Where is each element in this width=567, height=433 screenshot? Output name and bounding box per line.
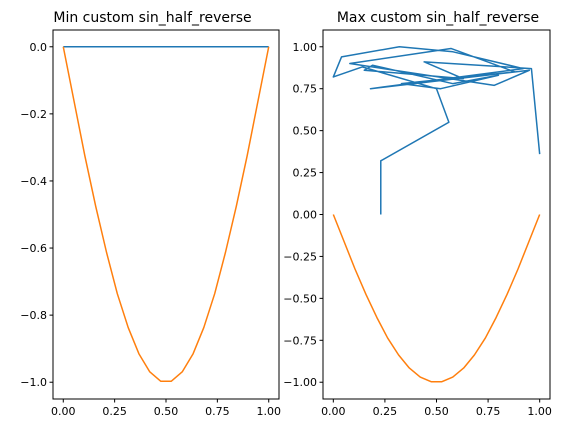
x-tick-label: 0.00 [321, 405, 346, 418]
y-tick-label: 0.25 [293, 167, 318, 180]
axes-frame [52, 29, 280, 400]
tick-layer: 0.00 0.25 0.50 0.75 1.00 0.0 −0.2 −0.4 −0.6 −0.8 −… [20, 41, 281, 418]
y-tick-label: 0.75 [293, 83, 318, 96]
x-tick-label: 0.25 [102, 405, 127, 418]
x-tick-label: 1.00 [527, 405, 552, 418]
series-line-2 [62, 46, 270, 382]
y-tick-label: 0.50 [293, 125, 318, 138]
plot-area [62, 46, 270, 382]
x-tick-label: 0.75 [205, 405, 230, 418]
plot-area [332, 46, 541, 383]
y-tick-label: −0.75 [283, 334, 317, 347]
y-tick-label: −1.0 [20, 376, 47, 389]
y-tick-label: 0.00 [293, 209, 318, 222]
axes-frame [322, 29, 551, 400]
y-tick-label: −0.50 [283, 292, 317, 305]
y-tick-label: −0.4 [20, 175, 47, 188]
subplot-max: Max custom sin_half_reverse 0.00 0.25 0.50… [283, 10, 552, 418]
x-tick-label: 0.75 [476, 405, 501, 418]
subplot-title: Min custom sin_half_reverse [53, 10, 251, 26]
y-tick-label: −0.2 [20, 108, 47, 121]
series-line-2 [332, 214, 541, 383]
x-tick-label: 0.50 [424, 405, 449, 418]
y-tick-label: 0.0 [30, 41, 48, 54]
x-tick-label: 0.50 [154, 405, 179, 418]
subplot-min: Min custom sin_half_reverse 0.00 0.25 0.50… [20, 10, 281, 418]
x-tick-label: 1.00 [256, 405, 281, 418]
tick-layer: 0.00 0.25 0.50 0.75 1.00 1.00 0.75 0.50 0.25 0.00… [283, 41, 552, 418]
y-tick-label: 1.00 [293, 41, 318, 54]
y-tick-label: −0.25 [283, 250, 317, 263]
x-tick-label: 0.25 [373, 405, 398, 418]
y-tick-label: −0.6 [20, 242, 47, 255]
y-tick-label: −1.00 [283, 376, 317, 389]
series-line-1 [332, 46, 541, 215]
x-tick-label: 0.00 [51, 405, 76, 418]
y-tick-label: −0.8 [20, 309, 47, 322]
subplot-title: Max custom sin_half_reverse [337, 10, 539, 26]
